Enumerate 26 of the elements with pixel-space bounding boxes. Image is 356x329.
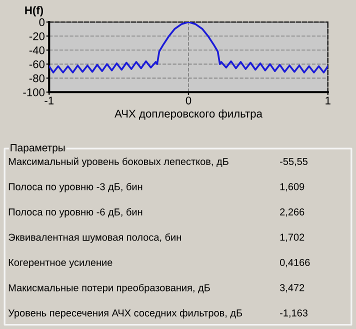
y-tick-label: -20 [29,32,45,40]
y-tick-label: -60 [29,60,45,68]
y-axis-title: H(f) [25,6,43,16]
text: 1,609 [280,183,304,192]
y-tick-label: -100 [23,88,45,96]
text: Уровень пересечения АЧХ соседних фильтров, дБ [8,309,242,318]
x-axis-title: АЧХ доплеровского фильтра [114,109,262,120]
x-tick-label: 1 [326,96,330,104]
text: Эквивалентная шумовая полоса, бин [8,233,181,243]
y-tick-label: -80 [29,74,45,82]
text: 1,702 [280,234,304,242]
y-tick-label: -40 [29,46,45,54]
text: Параметры [10,144,65,154]
text: 0,4166 [280,258,310,268]
y-tick-label: 0 [39,18,45,26]
text: 3,472 [280,284,304,292]
text: Макисмальные потери преобразования, дБ [8,284,210,294]
text: Максимальный уровень боковых лепестков, дБ [8,158,228,168]
text: -1,163 [280,309,308,318]
x-tick-label: -1 [44,96,54,104]
text: Когерентное усиление [8,259,112,268]
x-tick-label: 0 [186,96,192,104]
text: -55,55 [280,158,308,166]
text: 2,266 [280,208,304,217]
text: Полоса по уровню -3 дБ, бин [8,182,142,192]
text: Полоса по уровню -6 дБ, бин [8,208,142,218]
